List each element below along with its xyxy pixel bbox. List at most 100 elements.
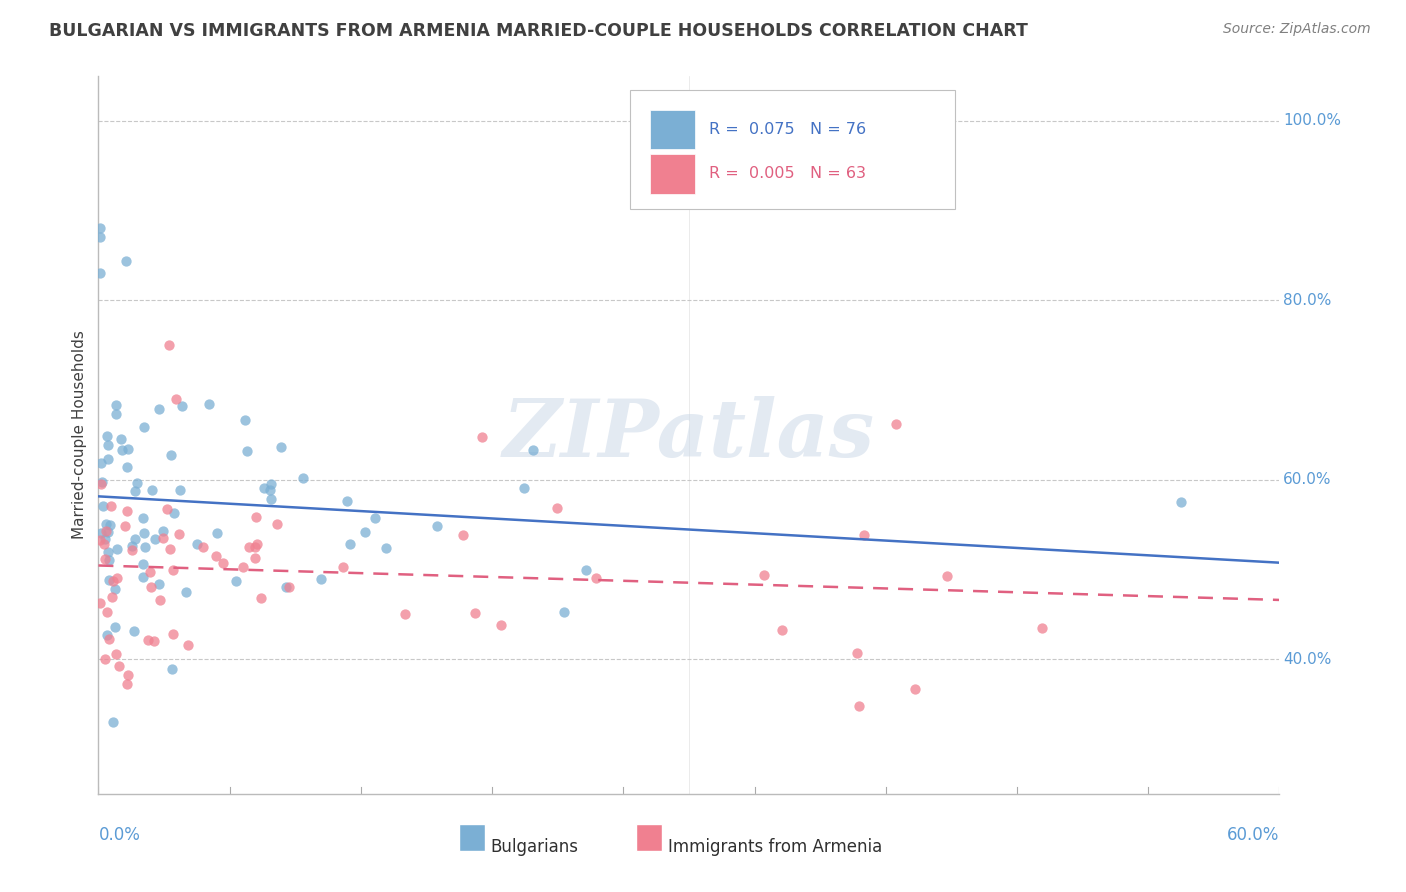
Point [163, 506, 186, 520]
Point [132, 511, 155, 525]
Point [110, 443, 132, 458]
Point [169, 526, 191, 541]
Point [364, 511, 387, 525]
Point [94, 517, 117, 532]
Text: Source: ZipAtlas.com: Source: ZipAtlas.com [1223, 22, 1371, 37]
Bar [650, 110, 695, 149]
Point [104, 582, 127, 596]
Point [89, 266, 111, 280]
Point [243, 550, 266, 565]
Point [100, 590, 122, 604]
Point [97, 632, 120, 646]
Point [89, 533, 111, 547]
Point [160, 662, 183, 676]
Point [394, 607, 416, 621]
Bar [458, 824, 485, 851]
Text: R =  0.005   N = 63: R = 0.005 N = 63 [709, 167, 866, 181]
Text: Bulgarians: Bulgarians [491, 838, 578, 855]
Point [375, 541, 398, 555]
Point [204, 549, 226, 563]
Point [127, 475, 149, 490]
Point [277, 580, 299, 594]
Point [105, 407, 128, 421]
Point [152, 531, 174, 545]
Point [141, 580, 163, 594]
Point [134, 540, 156, 554]
Point [770, 623, 793, 637]
Point [245, 510, 267, 524]
Point [100, 499, 122, 513]
Point [96, 627, 118, 641]
Point [105, 541, 128, 556]
Point [97, 524, 120, 539]
Point [159, 542, 181, 557]
Point [884, 417, 907, 432]
Point [115, 253, 138, 268]
Text: 0.0%: 0.0% [98, 826, 141, 844]
Point [453, 528, 475, 542]
Point [110, 432, 132, 446]
Point [232, 560, 254, 574]
Point [89, 596, 111, 610]
Point [513, 481, 536, 495]
Point [845, 646, 868, 660]
Point [162, 627, 184, 641]
Bar [650, 154, 695, 194]
Point [89, 230, 111, 244]
Point [553, 605, 575, 619]
Text: BULGARIAN VS IMMIGRANTS FROM ARMENIA MARRIED-COUPLE HOUSEHOLDS CORRELATION CHART: BULGARIAN VS IMMIGRANTS FROM ARMENIA MAR… [49, 22, 1028, 40]
Point [339, 537, 361, 551]
Point [270, 441, 292, 455]
Point [124, 484, 146, 499]
Point [105, 647, 128, 661]
Point [426, 519, 449, 533]
Point [148, 402, 170, 417]
Text: ZIPatlas: ZIPatlas [503, 396, 875, 474]
Point [115, 504, 138, 518]
Point [235, 444, 257, 458]
Point [148, 577, 170, 591]
Text: 80.0%: 80.0% [1284, 293, 1331, 308]
Point [575, 563, 598, 577]
Text: 100.0%: 100.0% [1284, 113, 1341, 128]
Point [260, 477, 283, 491]
Text: R =  0.075   N = 76: R = 0.075 N = 76 [709, 122, 866, 136]
Y-axis label: Married-couple Households: Married-couple Households [72, 330, 87, 540]
Point [233, 413, 256, 427]
Point [139, 565, 162, 579]
Point [108, 658, 131, 673]
Point [96, 605, 118, 619]
Point [143, 533, 166, 547]
Point [225, 574, 247, 589]
Point [311, 572, 333, 586]
Point [253, 481, 276, 495]
Point [546, 500, 568, 515]
Point [97, 438, 120, 452]
Point [169, 483, 191, 497]
Point [198, 397, 221, 411]
Point [132, 558, 155, 572]
Point [243, 540, 266, 554]
Point [90, 456, 112, 470]
Point [191, 540, 214, 554]
Point [122, 624, 145, 639]
Point [94, 524, 117, 538]
Point [332, 560, 354, 574]
Point [935, 569, 957, 583]
Point [170, 400, 193, 414]
Point [1031, 621, 1053, 635]
Point [93, 500, 115, 514]
Point [98, 553, 121, 567]
Point [522, 442, 544, 457]
Point [752, 568, 775, 582]
Point [585, 571, 607, 585]
Point [121, 543, 143, 558]
Point [132, 419, 155, 434]
Point [186, 537, 208, 551]
Point [259, 483, 281, 498]
Point [131, 570, 153, 584]
Point [464, 606, 486, 620]
Point [117, 442, 139, 456]
Point [176, 585, 198, 599]
Point [491, 618, 513, 632]
